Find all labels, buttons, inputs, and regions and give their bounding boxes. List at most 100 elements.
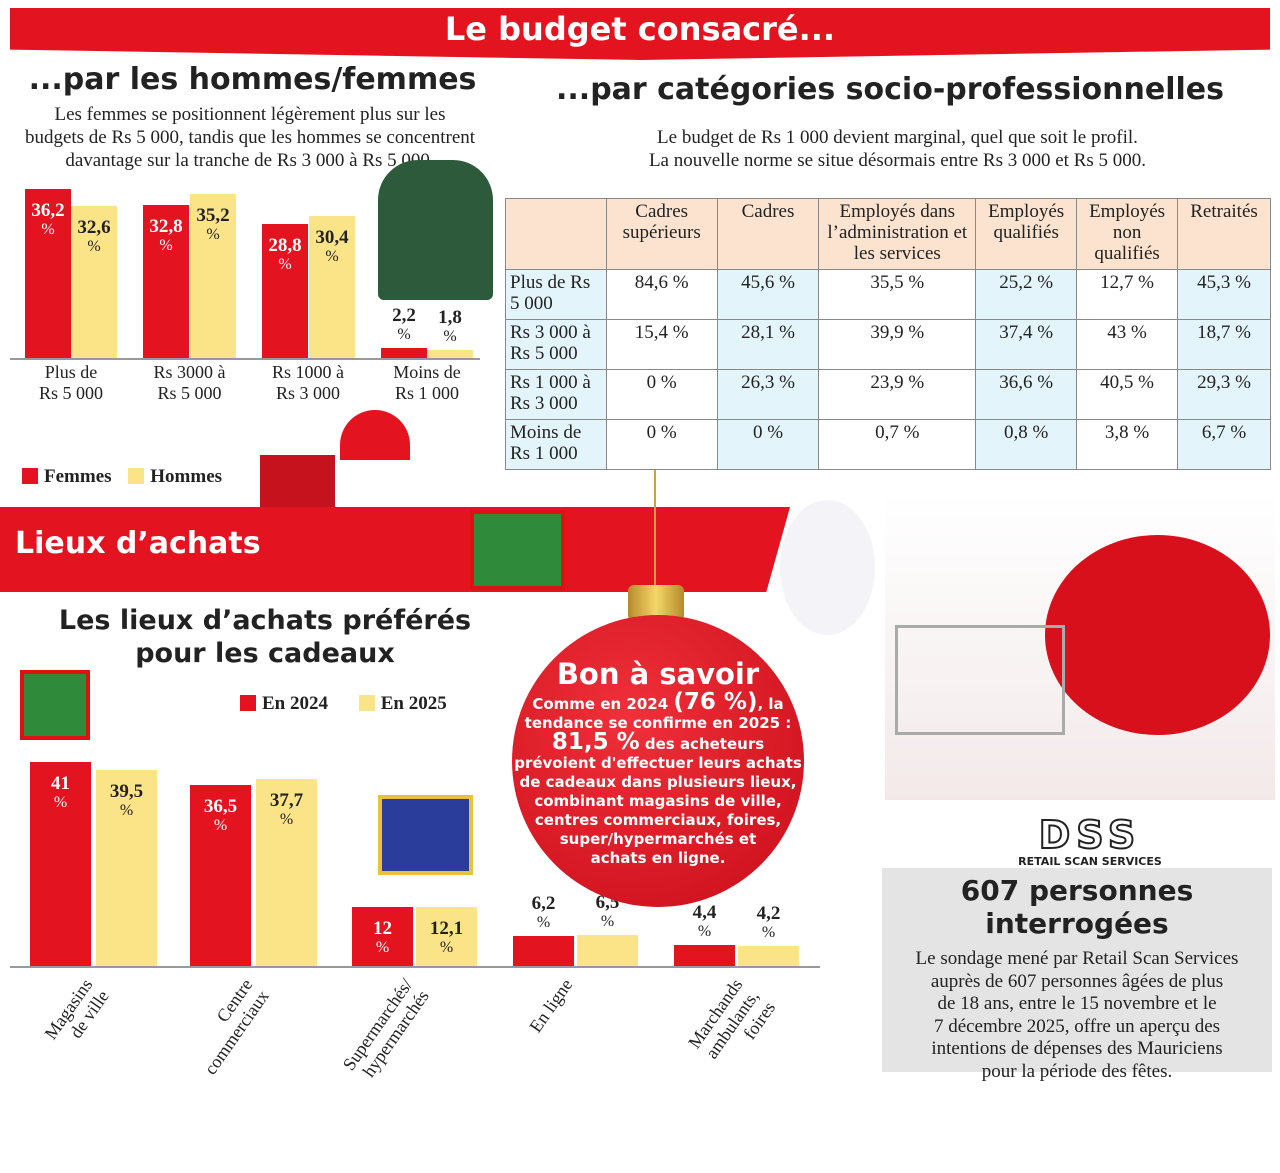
gender-bar-chart: 36,2% 32,8% 28,8% 2,2% 32,6% 35,2% 30,4% 1,8% Pl… (0, 0, 500, 500)
data-label-value: 6,2 (531, 893, 556, 914)
title-line: pour les cadeaux (135, 638, 395, 669)
data-label-unit: % (206, 225, 220, 243)
survey-box: 607 personnes interrogées Le sondage men… (882, 868, 1272, 1082)
data-label-unit: % (375, 939, 390, 956)
table-cell: 18,7 % (1177, 319, 1271, 370)
blue-gift-image (378, 795, 473, 875)
data-label-unit: % (536, 914, 551, 931)
data-label-value: 4,4 (692, 902, 717, 923)
data-label-unit: % (397, 325, 411, 343)
bar-series1 (513, 936, 574, 967)
bar-series2 (190, 193, 236, 358)
bon-text-line: centres commerciaux, foires, (534, 811, 782, 829)
bar-series2 (738, 946, 799, 967)
bar-series1 (674, 945, 735, 967)
snowman-image (780, 500, 875, 635)
row-label: Plus de Rs 5 000 (505, 269, 607, 320)
data-label-unit: % (159, 236, 173, 254)
bon-text-line: combinant magasins de ville, (534, 792, 782, 810)
data-label: 36,5% (190, 797, 251, 835)
lieux-axis-line (10, 966, 820, 968)
bon-text-part: Comme en 2024 (532, 695, 669, 713)
x-tick-label: Rs 3000 à Rs 5 000 (143, 362, 236, 404)
bon-a-savoir-ornament: Bon à savoir Comme en 2024 (76 %), la te… (512, 615, 804, 907)
bar-series2 (577, 934, 638, 967)
x-tick-label: Plus de Rs 5 000 (25, 362, 117, 404)
column-header: Employés dans l’administration et les se… (818, 198, 977, 270)
legend-2025: En 2025 (380, 693, 447, 714)
data-label: 4,4% (674, 903, 735, 941)
data-label-value: 4,2 (756, 903, 781, 924)
x-tick-label: Rs 1000 à Rs 3 000 (262, 362, 354, 404)
table-cell: 23,9 % (818, 369, 977, 420)
table-cell: 0,7 % (818, 419, 977, 470)
column-header (505, 198, 607, 270)
x-tick-line: Centre (212, 975, 257, 1026)
data-label: 39,5% (96, 782, 157, 820)
logo-mark: DSS (1038, 813, 1142, 857)
piggy-bank-cart-image (885, 495, 1275, 800)
bar-series1 (143, 204, 189, 358)
title-line: Les lieux d’achats préférés (58, 605, 472, 636)
column-header: Cadres (716, 198, 820, 270)
x-tick-line: Plus de (44, 362, 98, 382)
bar-series2 (71, 205, 117, 358)
survey-line: Le sondage mené par Retail Scan Services (915, 948, 1239, 969)
bon-text: Comme en 2024 (76 %), la tendance se con… (512, 691, 804, 868)
data-label: 36,2% (25, 201, 71, 239)
data-label-value: 36,2 (31, 199, 65, 221)
main-banner: Le budget consacré... (10, 8, 1270, 60)
data-label: 30,4% (309, 228, 355, 266)
data-label-unit: % (278, 255, 292, 273)
data-label-unit: % (279, 810, 294, 828)
x-tick-label: Moins de Rs 1 000 (381, 362, 473, 404)
legend-femmes: Femmes (44, 466, 112, 487)
legend-swatch-2024 (240, 695, 256, 711)
column-header: Cadres supérieurs (605, 198, 718, 270)
table-cell: 45,3 % (1177, 269, 1271, 320)
survey-line: 7 décembre 2025, offre un aperçu des (933, 1015, 1221, 1037)
table-cell: 26,3 % (716, 369, 820, 420)
data-label-unit: % (697, 923, 712, 940)
x-tick-line: Rs 1000 à (272, 362, 344, 382)
socio-subtitle: Le budget de Rs 1 000 devient marginal, … (500, 126, 1280, 172)
data-label: 28,8% (262, 236, 308, 274)
data-label-value: 30,4 (315, 227, 349, 249)
data-label: 32,8% (143, 217, 189, 255)
gift-box-image (470, 510, 565, 590)
bar-series1 (190, 784, 251, 967)
data-label-value: 32,8 (149, 215, 183, 237)
bar-series1 (25, 188, 71, 358)
table-header-row: Cadres supérieurs Cadres Employés dans l… (505, 198, 1271, 270)
data-label-value: 1,8 (438, 306, 462, 328)
data-label: 41% (30, 774, 91, 812)
row-label: Rs 1 000 à Rs 3 000 (505, 369, 607, 420)
table-cell: 0 % (605, 369, 718, 420)
socio-title: ...par catégories socio-professionnelles (556, 72, 1224, 107)
data-label-unit: % (761, 924, 776, 941)
data-label: 37,7% (256, 791, 317, 829)
data-label: 1,8% (427, 308, 473, 346)
bon-81: 81,5 % (551, 729, 640, 755)
bon-text-part: des acheteurs (639, 735, 765, 753)
subtitle-line: Les femmes se positionnent légèrement pl… (54, 104, 446, 125)
x-tick-line: ambulants, (701, 986, 763, 1063)
x-tick-line: Moins de (393, 362, 461, 382)
data-label: 35,2% (190, 206, 236, 244)
table-cell: 36,6 % (975, 369, 1078, 420)
table-row: Rs 3 000 à Rs 5 000 15,4 % 28,1 % 39,9 % 37,… (505, 319, 1271, 370)
survey-text: Le sondage mené par Retail Scan Services… (882, 948, 1272, 1084)
x-tick-label: Centre commerciaux (125, 975, 273, 1162)
subtitle-line: La nouvelle norme se situe désormais ent… (648, 150, 1147, 171)
table-cell: 43 % (1076, 319, 1179, 370)
table-row: Moins de Rs 1 000 0 % 0 % 0,7 % 0,8 % 3,8 % 6,… (505, 419, 1271, 470)
legend-hommes: Hommes (150, 466, 223, 487)
lieux-banner (0, 507, 790, 592)
table-cell: 29,3 % (1177, 369, 1271, 420)
bon-text-part: , la (757, 695, 784, 713)
table-cell: 0 % (605, 419, 718, 470)
x-tick-line: Rs 3 000 (275, 383, 340, 403)
woman-with-gift-image (260, 410, 440, 510)
lieux-title: Les lieux d’achats préférés pour les cad… (20, 604, 510, 670)
bar-series1 (381, 347, 427, 358)
